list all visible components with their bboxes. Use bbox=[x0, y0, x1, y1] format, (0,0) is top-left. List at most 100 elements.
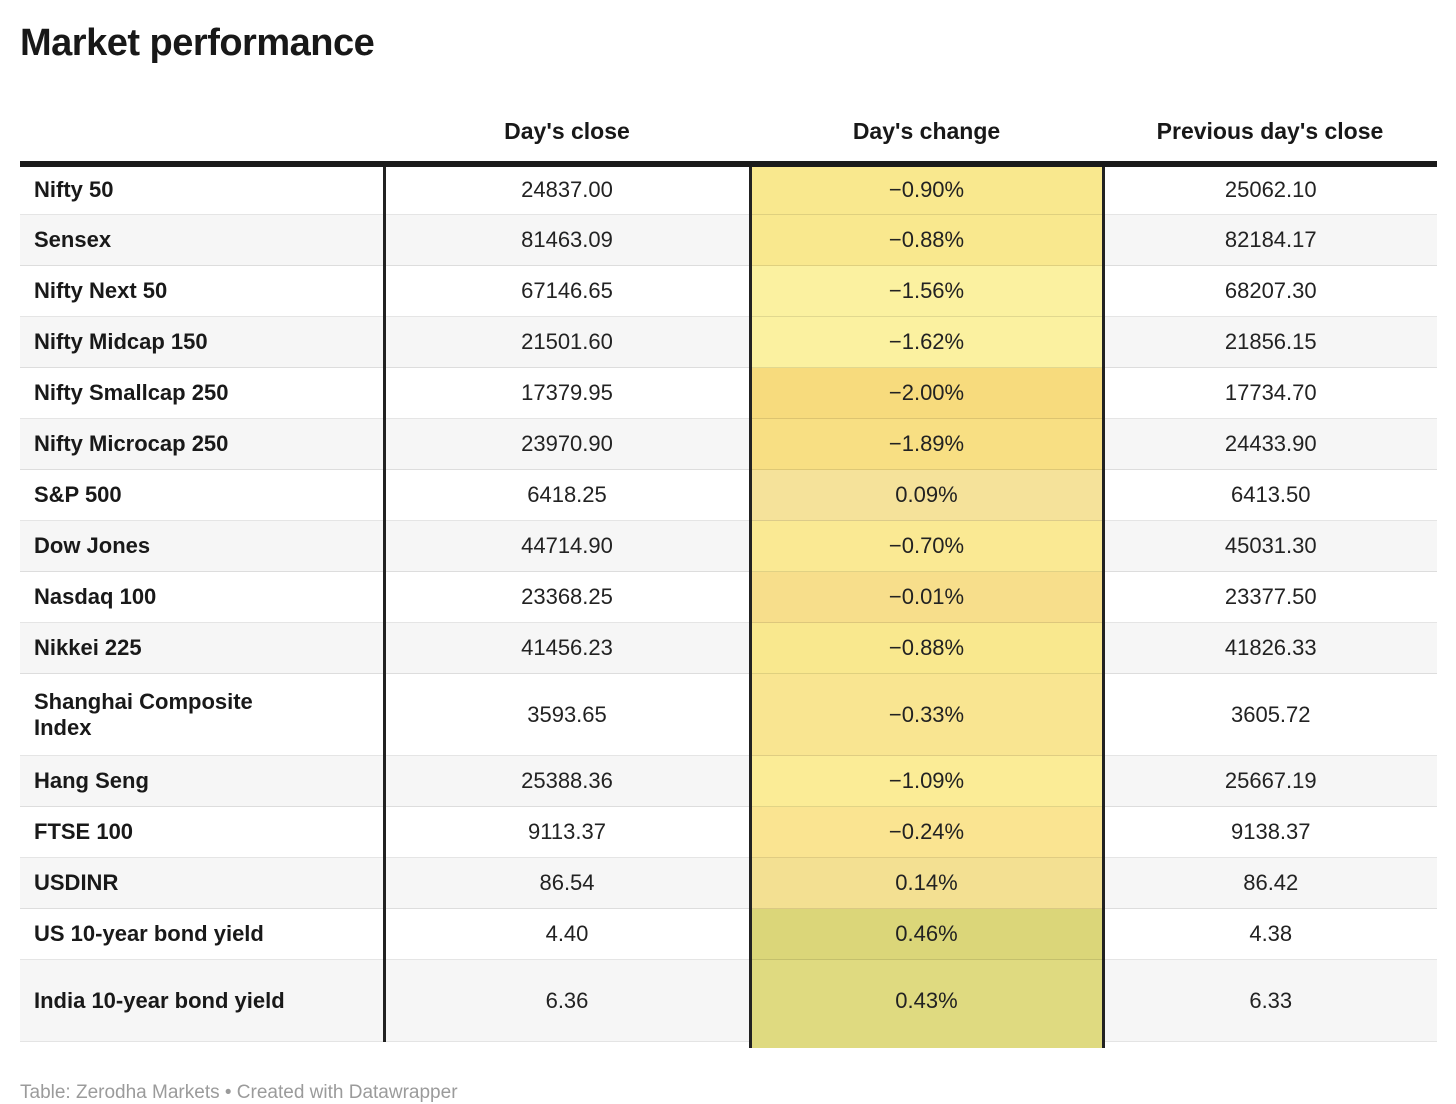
days-close-cell: 21501.60 bbox=[382, 316, 750, 368]
prev-close-cell: 4.38 bbox=[1101, 908, 1437, 960]
days-change-cell: −0.33% bbox=[748, 673, 1103, 756]
days-close-cell: 4.40 bbox=[382, 908, 750, 960]
table-body: Nifty 50 24837.00 −0.90% 25062.10 Sensex… bbox=[20, 163, 1437, 1048]
prev-close-cell: 25062.10 bbox=[1101, 163, 1437, 215]
days-change-cell: −0.24% bbox=[748, 806, 1103, 858]
row-label: Nasdaq 100 bbox=[34, 584, 157, 610]
row-label: US 10-year bond yield bbox=[34, 921, 264, 947]
row-label: Nifty Next 50 bbox=[34, 278, 168, 304]
table-row: Sensex 81463.09 −0.88% 82184.17 bbox=[20, 214, 1437, 266]
column-header-days-change: Day's change bbox=[750, 65, 1103, 167]
row-label: Nikkei 225 bbox=[34, 635, 142, 661]
days-change-cell: −0.88% bbox=[748, 622, 1103, 674]
days-close-cell: 17379.95 bbox=[382, 367, 750, 419]
row-label-cell: Nifty Midcap 150 bbox=[20, 316, 384, 368]
row-label-cell: Sensex bbox=[20, 214, 384, 266]
change-column-spacer bbox=[20, 1041, 1437, 1048]
row-label-cell: USDINR bbox=[20, 857, 384, 909]
table-header: Day's close Day's change Previous day's … bbox=[20, 65, 1437, 167]
row-label: Dow Jones bbox=[34, 533, 151, 559]
table-source-credit: Table: Zerodha Markets • Created with Da… bbox=[20, 1081, 458, 1103]
prev-close-cell: 23377.50 bbox=[1101, 571, 1437, 623]
days-change-cell: 0.09% bbox=[748, 469, 1103, 521]
prev-close-cell: 3605.72 bbox=[1101, 673, 1437, 756]
prev-close-cell: 41826.33 bbox=[1101, 622, 1437, 674]
days-close-cell: 81463.09 bbox=[382, 214, 750, 266]
days-close-cell: 23970.90 bbox=[382, 418, 750, 470]
days-change-cell: −1.09% bbox=[748, 755, 1103, 807]
prev-close-cell: 9138.37 bbox=[1101, 806, 1437, 858]
row-label: S&P 500 bbox=[34, 482, 122, 508]
days-close-cell: 9113.37 bbox=[382, 806, 750, 858]
row-label: Nifty Smallcap 250 bbox=[34, 380, 229, 406]
row-label-cell: Dow Jones bbox=[20, 520, 384, 572]
table-row: Shanghai Composite Index 3593.65 −0.33% … bbox=[20, 673, 1437, 756]
table-row: S&P 500 6418.25 0.09% 6413.50 bbox=[20, 469, 1437, 521]
table-row: US 10-year bond yield 4.40 0.46% 4.38 bbox=[20, 908, 1437, 960]
prev-close-cell: 24433.90 bbox=[1101, 418, 1437, 470]
prev-close-cell: 82184.17 bbox=[1101, 214, 1437, 266]
row-label-cell: FTSE 100 bbox=[20, 806, 384, 858]
prev-close-cell: 6.33 bbox=[1101, 959, 1437, 1043]
table-row: Nifty Midcap 150 21501.60 −1.62% 21856.1… bbox=[20, 316, 1437, 368]
row-label: FTSE 100 bbox=[34, 819, 134, 845]
days-change-cell: −0.90% bbox=[748, 163, 1103, 215]
table-row: Nasdaq 100 23368.25 −0.01% 23377.50 bbox=[20, 571, 1437, 623]
row-label-cell: Hang Seng bbox=[20, 755, 384, 807]
column-header-prev-close: Previous day's close bbox=[1103, 65, 1437, 167]
days-close-cell: 67146.65 bbox=[382, 265, 750, 317]
days-close-cell: 24837.00 bbox=[382, 163, 750, 215]
column-header-empty bbox=[20, 65, 384, 167]
row-label: Sensex bbox=[34, 227, 112, 253]
row-label: Nifty 50 bbox=[34, 177, 114, 203]
table-row: India 10-year bond yield 6.36 0.43% 6.33 bbox=[20, 959, 1437, 1043]
days-change-cell: −1.89% bbox=[748, 418, 1103, 470]
table-row: Hang Seng 25388.36 −1.09% 25667.19 bbox=[20, 755, 1437, 807]
row-label-cell: Nasdaq 100 bbox=[20, 571, 384, 623]
days-close-cell: 23368.25 bbox=[382, 571, 750, 623]
table-row: Nifty Smallcap 250 17379.95 −2.00% 17734… bbox=[20, 367, 1437, 419]
table-row: Dow Jones 44714.90 −0.70% 45031.30 bbox=[20, 520, 1437, 572]
table-row: Nifty Next 50 67146.65 −1.56% 68207.30 bbox=[20, 265, 1437, 317]
table-row: Nifty 50 24837.00 −0.90% 25062.10 bbox=[20, 163, 1437, 215]
days-change-cell: 0.14% bbox=[748, 857, 1103, 909]
days-change-cell: −2.00% bbox=[748, 367, 1103, 419]
prev-close-cell: 68207.30 bbox=[1101, 265, 1437, 317]
prev-close-cell: 6413.50 bbox=[1101, 469, 1437, 521]
row-label-cell: S&P 500 bbox=[20, 469, 384, 521]
row-label: India 10-year bond yield bbox=[34, 987, 285, 1013]
days-change-cell: −1.56% bbox=[748, 265, 1103, 317]
row-label-cell: Nikkei 225 bbox=[20, 622, 384, 674]
row-label-cell: Nifty 50 bbox=[20, 163, 384, 215]
days-change-cell: −1.62% bbox=[748, 316, 1103, 368]
row-label: Hang Seng bbox=[34, 768, 149, 794]
days-change-cell: −0.70% bbox=[748, 520, 1103, 572]
row-label-cell: Shanghai Composite Index bbox=[20, 673, 384, 756]
days-change-cell: 0.46% bbox=[748, 908, 1103, 960]
page-title: Market performance bbox=[20, 22, 375, 64]
row-label: Shanghai Composite Index bbox=[34, 688, 253, 740]
row-label: USDINR bbox=[34, 870, 119, 896]
prev-close-cell: 21856.15 bbox=[1101, 316, 1437, 368]
days-close-cell: 86.54 bbox=[382, 857, 750, 909]
table-row: USDINR 86.54 0.14% 86.42 bbox=[20, 857, 1437, 909]
row-label-cell: Nifty Microcap 250 bbox=[20, 418, 384, 470]
row-label-cell: Nifty Smallcap 250 bbox=[20, 367, 384, 419]
row-label-cell: US 10-year bond yield bbox=[20, 908, 384, 960]
days-close-cell: 6.36 bbox=[382, 959, 750, 1043]
row-label-cell: Nifty Next 50 bbox=[20, 265, 384, 317]
days-close-cell: 41456.23 bbox=[382, 622, 750, 674]
days-close-cell: 6418.25 bbox=[382, 469, 750, 521]
table-row: Nifty Microcap 250 23970.90 −1.89% 24433… bbox=[20, 418, 1437, 470]
prev-close-cell: 86.42 bbox=[1101, 857, 1437, 909]
days-close-cell: 44714.90 bbox=[382, 520, 750, 572]
days-close-cell: 25388.36 bbox=[382, 755, 750, 807]
row-label: Nifty Microcap 250 bbox=[34, 431, 229, 457]
days-change-cell: −0.01% bbox=[748, 571, 1103, 623]
prev-close-cell: 45031.30 bbox=[1101, 520, 1437, 572]
row-label: Nifty Midcap 150 bbox=[34, 329, 208, 355]
prev-close-cell: 17734.70 bbox=[1101, 367, 1437, 419]
prev-close-cell: 25667.19 bbox=[1101, 755, 1437, 807]
table-row: Nikkei 225 41456.23 −0.88% 41826.33 bbox=[20, 622, 1437, 674]
